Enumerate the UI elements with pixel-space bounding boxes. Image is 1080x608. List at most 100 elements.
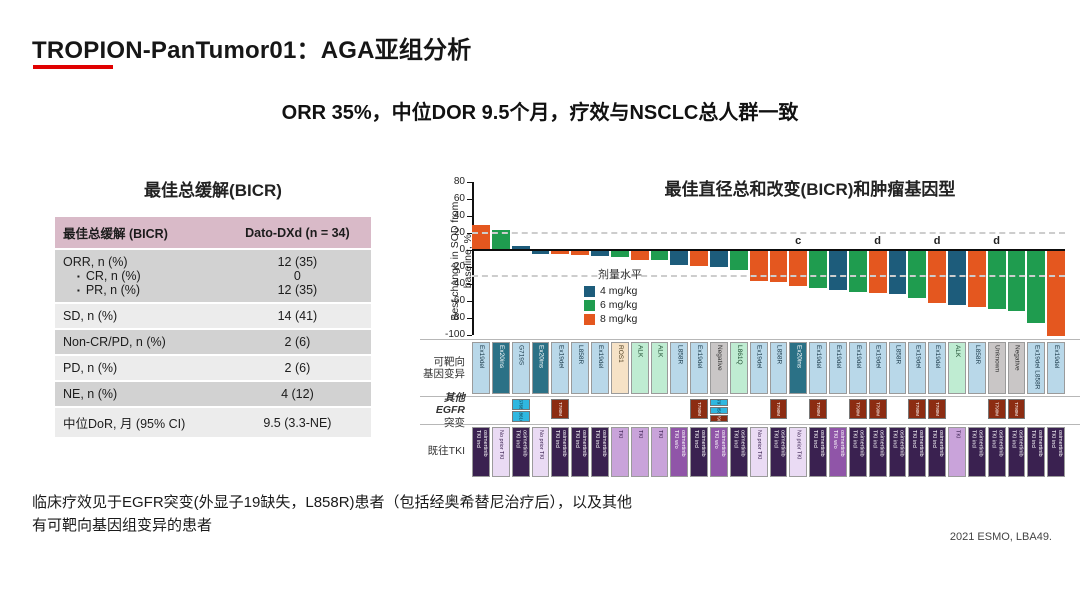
prior-tki-box: TKI incl osimertinib <box>1007 427 1026 477</box>
prior-tki-text: TKI incl osimertinib <box>732 430 746 457</box>
table-row: SD, n (%) 14 (41) <box>55 304 371 328</box>
other-egfr-box: T790M <box>868 399 887 419</box>
prior-tki-box: TKI incl osimertinib <box>928 427 946 477</box>
y-tick-label: 40 <box>453 210 465 221</box>
other-egfr-cell <box>591 397 609 424</box>
other-egfr-text: S768I <box>518 399 524 410</box>
prior-tki-cell: TKI incl osimertinib <box>928 425 946 478</box>
genotype-text: L861Q <box>735 345 743 365</box>
prior-tki-cell: TKI incl osimertinib <box>690 425 708 478</box>
genotype-text: Ex19del <box>934 345 942 369</box>
other-egfr-cell <box>571 397 589 424</box>
citation: 2021 ESMO, LBA49. <box>949 531 1052 543</box>
genotype-box: Ex19del <box>472 342 490 394</box>
genotype-text: L858R <box>894 345 902 365</box>
waterfall-bar <box>1047 251 1065 336</box>
other-egfr-box: C797S <box>710 399 728 406</box>
waterfall-bar <box>710 251 728 268</box>
other-egfr-stack: T790M <box>908 399 927 419</box>
genotype-cell: Unknown <box>987 340 1006 396</box>
legend-swatch <box>584 299 595 311</box>
other-egfr-cell: T790M <box>769 397 788 424</box>
genotype-text: ALK <box>656 345 664 358</box>
other-egfr-stack: T790M <box>1007 399 1026 419</box>
other-egfr-band-label: 其他EGFR 突变 <box>420 392 467 428</box>
genotype-cell: L858R <box>571 340 589 396</box>
other-egfr-cell: T790M <box>809 397 827 424</box>
y-tick-mark <box>467 181 472 183</box>
genotype-cell: Ex19del <box>829 340 847 396</box>
waterfall-bar <box>829 251 847 291</box>
table-row: ORR, n (%) ▪ CR, n (%) ▪ PR, n (%) 12 (35) 0 12… <box>55 250 371 302</box>
genotype-text: L858R <box>577 345 585 365</box>
table-row: PD, n (%) 2 (6) <box>55 356 371 380</box>
other-egfr-stack: T790M <box>769 399 788 419</box>
prior-tki-text: No prior TKI <box>795 430 802 460</box>
y-tick-label: -20 <box>450 261 465 272</box>
bar-cell <box>591 182 609 335</box>
slide-subtitle: ORR 35%，中位DOR 9.5个月，疗效与NSCLC总人群一致 <box>281 102 799 124</box>
prior-tki-box: TKI <box>948 427 966 477</box>
genotype-box: Ex19del <box>848 342 867 394</box>
other-egfr-box: S768I <box>511 399 530 410</box>
prior-tki-box: TKI incl osimertinib <box>729 427 748 477</box>
other-egfr-cell: T790M <box>868 397 887 424</box>
other-egfr-cell: T790M <box>928 397 946 424</box>
genotype-box: Ex19del <box>868 342 887 394</box>
row-label-text: NE, n (%) <box>63 387 118 401</box>
genotype-cell: Ex19del <box>551 340 570 396</box>
genotype-box: Unknown <box>987 342 1006 394</box>
prior-tki-text: No prior TKI <box>756 430 763 460</box>
prior-tki-cell: TKI <box>650 425 669 478</box>
prior-tki-box: TKI incl osimertinib <box>967 427 986 477</box>
prior-tki-box: TKI incl osimertinib <box>848 427 867 477</box>
prior-tki-cell: TKI w/o osimertinib <box>829 425 847 478</box>
other-egfr-cell <box>472 397 490 424</box>
table-row-label: ORR, n (%) ▪ CR, n (%) ▪ PR, n (%) <box>55 250 224 302</box>
other-egfr-cell <box>948 397 966 424</box>
genotype-cell: ALK <box>948 340 966 396</box>
other-egfr-text: T790M <box>815 401 821 416</box>
prior-tki-cell: TKI incl osimertinib <box>591 425 609 478</box>
y-tick-label: 80 <box>453 176 465 187</box>
row-value-text: 2 (6) <box>284 361 311 375</box>
legend-item-label: 4 mg/kg <box>600 285 638 297</box>
waterfall-bar <box>1007 251 1026 311</box>
bar-note-letter: d <box>993 235 1000 247</box>
prior-tki-text: TKI incl osimertinib <box>514 430 528 457</box>
genotype-cell: Ex19del <box>908 340 927 396</box>
prior-tki-box: TKI incl osimertinib <box>769 427 788 477</box>
prior-tki-cell: TKI incl osimertinib <box>908 425 927 478</box>
waterfall-bar <box>690 251 708 267</box>
genotype-box: L861Q <box>729 342 748 394</box>
table-row-value val: 14 (41) <box>223 304 371 328</box>
prior-tki-text: No prior TKI <box>537 430 544 460</box>
waterfall-bar <box>491 230 510 250</box>
other-egfr-stack: T790M <box>809 399 827 419</box>
genotype-cell: Ex19del <box>591 340 609 396</box>
bar-cell <box>967 182 986 335</box>
prior-tki-box: TKI incl osimertinib <box>591 427 609 477</box>
genotype-box: L858R <box>571 342 589 394</box>
genotype-label-line2: 基因变异 <box>423 368 465 380</box>
prior-tki-cell: No prior TKI <box>749 425 768 478</box>
y-tick-mark <box>467 266 472 268</box>
genotype-box: Ex19del <box>591 342 609 394</box>
genotype-box: Ex19del <box>690 342 708 394</box>
table-header-label: 最佳总缓解 (BICR) <box>55 217 224 248</box>
other-egfr-text: T790M <box>855 401 861 416</box>
other-egfr-text: T790M <box>716 416 722 421</box>
waterfall-bar <box>868 251 887 293</box>
genotype-box: ALK <box>650 342 669 394</box>
waterfall-bar <box>650 251 669 261</box>
prior-tki-text: TKI incl osimertinib <box>574 430 587 457</box>
bar-cell <box>848 182 867 335</box>
prior-tki-text: TKI incl osimertinib <box>1030 430 1044 457</box>
prior-tki-cell: TKI w/o osimertinib <box>710 425 728 478</box>
bar-cell <box>650 182 669 335</box>
prior-tki-box: TKI incl osimertinib <box>472 427 490 477</box>
genotype-text: Ex19del <box>914 345 922 369</box>
other-egfr-text: T790M <box>558 401 564 416</box>
table-row: 中位DoR, 月 (95% CI) 9.5 (3.3-NE) <box>55 408 371 437</box>
